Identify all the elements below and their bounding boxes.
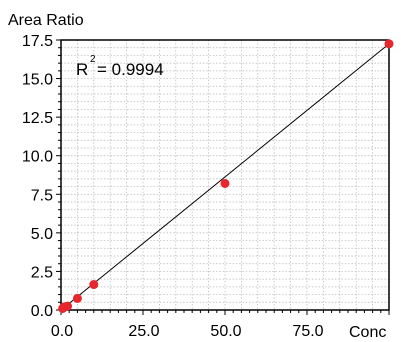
data-point	[63, 301, 73, 311]
y-tick-label: 17.5	[22, 33, 53, 50]
r-squared-exponent: 2	[90, 54, 96, 65]
y-tick-label: 0.0	[31, 303, 53, 320]
y-tick-label: 2.5	[31, 264, 53, 281]
x-axis-label: Conc	[349, 324, 386, 341]
y-tick-label: 7.5	[31, 187, 53, 204]
x-tick-label: 50.0	[210, 323, 241, 340]
r-squared-value: = 0.9994	[97, 60, 164, 79]
data-points	[58, 39, 394, 313]
x-tick-labels: 0.0 25.0 50.0 75.0	[51, 323, 324, 340]
x-tick-label: 0.0	[51, 323, 73, 340]
x-tick-label: 75.0	[292, 323, 323, 340]
y-tick-label: 5.0	[31, 226, 53, 243]
axis-ticks	[56, 39, 390, 315]
y-tick-label: 12.5	[22, 110, 53, 127]
data-point	[384, 39, 394, 49]
x-tick-label: 25.0	[128, 323, 159, 340]
y-tick-labels: 0.0 2.5 5.0 7.5 10.0 12.5 15.0 17.5	[22, 33, 53, 320]
data-point	[89, 280, 99, 290]
data-point	[220, 178, 230, 188]
y-tick-label: 15.0	[22, 72, 53, 89]
y-axis-label: Area Ratio	[8, 12, 84, 29]
data-point	[72, 293, 82, 303]
regression-line	[60, 43, 390, 311]
grid-lines	[61, 40, 389, 310]
y-tick-label: 10.0	[22, 149, 53, 166]
r-squared-symbol: R	[76, 60, 88, 79]
